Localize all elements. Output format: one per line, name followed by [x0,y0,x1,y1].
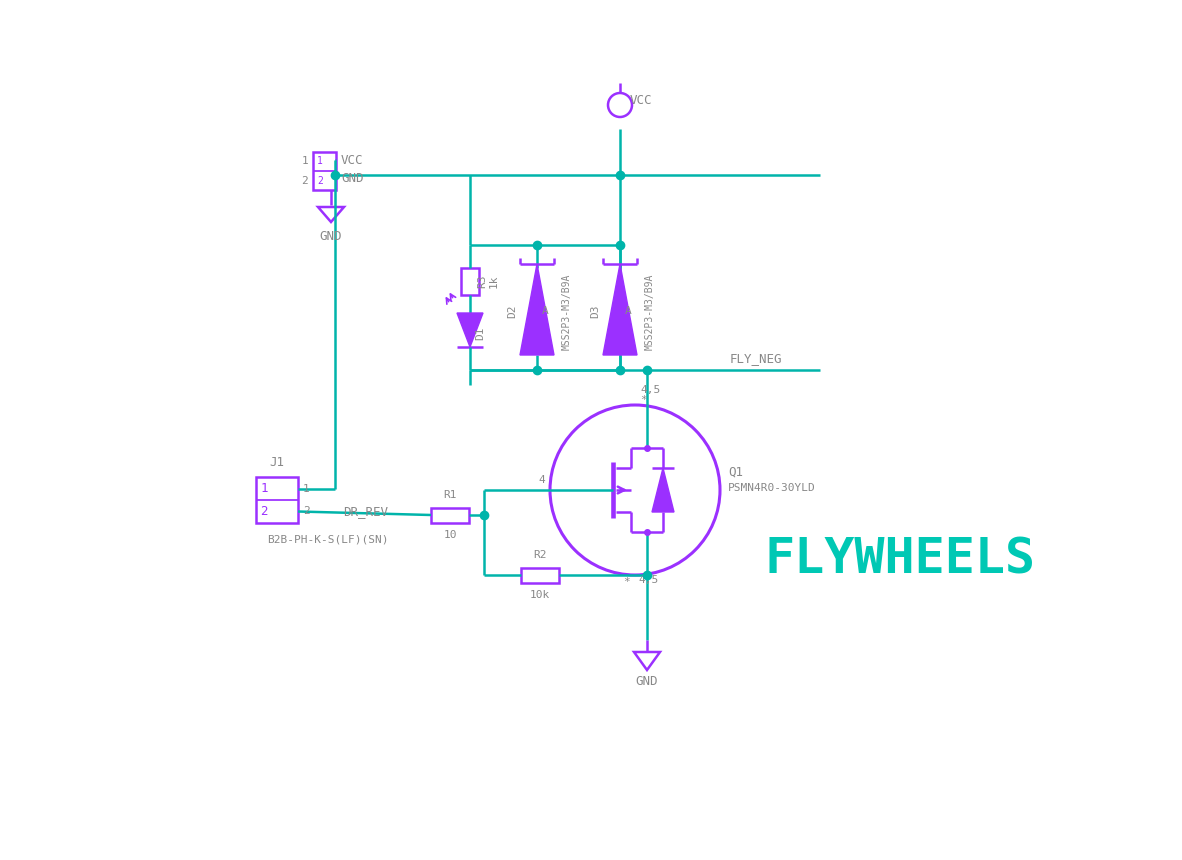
Text: *: * [623,577,630,587]
Text: D2: D2 [507,304,517,318]
Text: VCC: VCC [340,153,364,167]
Text: 1: 1 [260,482,268,495]
Text: R1: R1 [443,490,456,500]
Text: DR_REV: DR_REV [343,505,388,518]
Text: 10k: 10k [530,590,550,600]
Bar [521,568,559,582]
Text: 1: 1 [303,483,310,494]
Text: GND: GND [320,230,343,243]
Text: 2: 2 [260,505,268,518]
Text: 2: 2 [301,176,309,186]
Text: 4: 4 [538,475,545,485]
Text: Q1: Q1 [728,465,743,478]
Text: VCC: VCC [630,94,652,107]
Text: 1k: 1k [489,274,499,288]
Text: 1: 1 [317,156,323,166]
Text: GND: GND [636,675,658,688]
Text: D1: D1 [475,326,485,340]
Text: *: * [639,395,647,405]
Text: 4,5: 4,5 [638,575,658,585]
Text: D3: D3 [590,304,600,318]
Polygon shape [603,264,637,355]
Bar [313,152,336,190]
Text: MSS2P3-M3/B9A: MSS2P3-M3/B9A [645,273,655,350]
Bar [461,268,479,295]
Text: PSMN4R0-30YLD: PSMN4R0-30YLD [728,483,816,493]
Text: B2B-PH-K-S(LF)(SN): B2B-PH-K-S(LF)(SN) [267,535,389,545]
Text: R3: R3 [478,274,487,288]
Text: 4,5: 4,5 [639,385,661,395]
Text: FLY_NEG: FLY_NEG [730,352,782,365]
Text: J1: J1 [269,456,285,469]
Text: MSS2P3-M3/B9A: MSS2P3-M3/B9A [561,273,572,350]
Text: FLYWHEELS: FLYWHEELS [765,536,1035,584]
Text: A: A [625,306,631,316]
Text: 1: 1 [301,156,309,166]
Polygon shape [457,313,483,347]
Polygon shape [520,264,554,355]
Text: 2: 2 [317,176,323,186]
Text: 10: 10 [443,530,456,540]
Text: A: A [543,306,548,316]
Bar [431,507,469,523]
Text: GND: GND [340,171,364,185]
Bar [256,477,298,523]
Polygon shape [652,468,674,512]
Text: R2: R2 [533,550,547,560]
Text: 2: 2 [303,507,310,517]
